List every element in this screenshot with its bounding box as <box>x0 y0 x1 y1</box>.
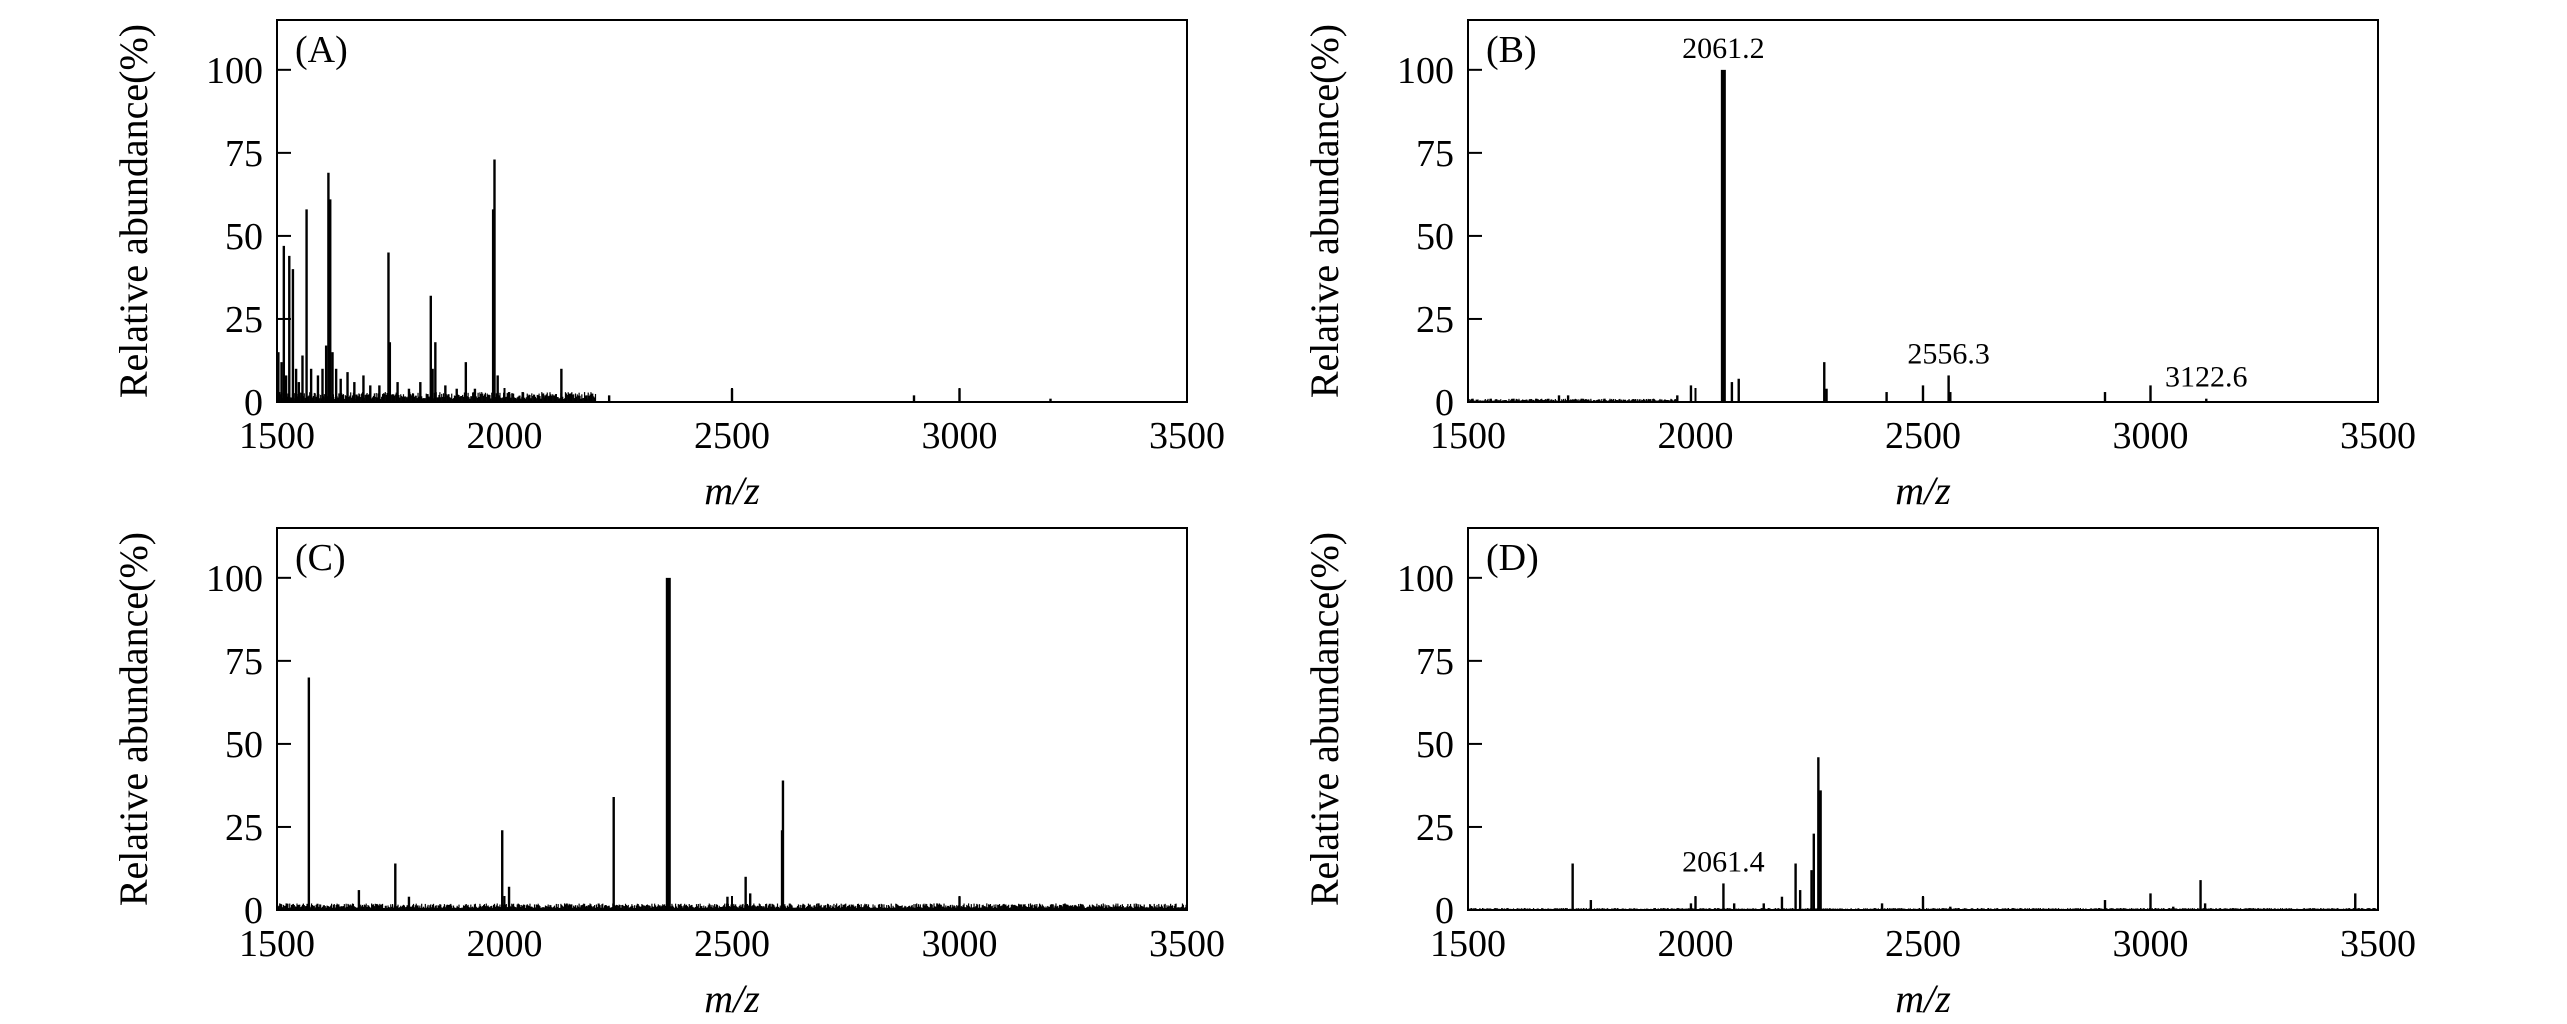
x-tick-label: 2000 <box>1658 415 1734 457</box>
panel-b: 0 25 50 75 100 1500 2000 2500 3000 3500 Relative a… <box>1302 19 2416 513</box>
y-tick-label: 100 <box>1397 50 1454 92</box>
y-tick-label: 25 <box>1416 807 1454 849</box>
y-tick-label: 25 <box>225 807 263 849</box>
peak-label: 3122.6 <box>2165 361 2248 394</box>
peak-label: 2061.4 <box>1682 845 1765 878</box>
peaks <box>277 159 1052 402</box>
x-tick-label: 3000 <box>922 923 998 965</box>
y-tick-label: 25 <box>225 299 263 341</box>
y-tick-label: 0 <box>244 890 263 932</box>
x-tick-label: 2500 <box>694 415 770 457</box>
x-tick-label: 3000 <box>922 415 998 457</box>
panel-label: (B) <box>1486 29 1537 71</box>
y-tick-label: 0 <box>1435 890 1454 932</box>
x-tick-label: 3000 <box>2113 923 2189 965</box>
y-tick-label: 50 <box>225 724 263 766</box>
x-tick-label: 1500 <box>1430 923 1506 965</box>
y-axis-label: Relative abundance(%) <box>1302 24 1347 398</box>
y-tick-label: 25 <box>1416 299 1454 341</box>
x-tick-label: 2000 <box>467 923 543 965</box>
y-tick-label: 75 <box>225 133 263 175</box>
peaks <box>307 577 961 910</box>
x-tick-label: 2500 <box>1885 415 1961 457</box>
y-tick-label: 100 <box>1397 558 1454 600</box>
x-tick-label: 3500 <box>2340 415 2416 457</box>
x-tick-label: 1500 <box>1430 415 1506 457</box>
baseline-noise <box>1467 398 1678 402</box>
y-axis-label: Relative abundance(%) <box>111 24 156 398</box>
plot-frame <box>276 19 1188 403</box>
x-tick-label: 2500 <box>1885 923 1961 965</box>
panel-label: (C) <box>295 537 346 579</box>
x-tick-label: 2500 <box>694 923 770 965</box>
peak-label: 2556.3 <box>1907 337 1990 370</box>
y-tick-label: 50 <box>1416 216 1454 258</box>
y-tick-label: 100 <box>206 50 263 92</box>
x-axis-label: m/z <box>704 468 760 513</box>
x-tick-label: 3000 <box>2113 415 2189 457</box>
x-axis-label: m/z <box>1895 976 1951 1021</box>
y-tick-label: 50 <box>225 216 263 258</box>
x-axis-label: m/z <box>1895 468 1951 513</box>
peaks <box>1571 757 2357 910</box>
peak-label: 2061.2 <box>1682 32 1765 65</box>
x-tick-label: 3500 <box>1149 415 1225 457</box>
x-tick-label: 3500 <box>1149 923 1225 965</box>
x-tick-label: 2000 <box>467 415 543 457</box>
x-tick-label: 2000 <box>1658 923 1734 965</box>
panel-label: (A) <box>295 29 348 71</box>
y-tick-label: 100 <box>206 558 263 600</box>
plot-frame <box>1467 527 2379 911</box>
x-tick-label: 3500 <box>2340 923 2416 965</box>
y-axis-label: Relative abundance(%) <box>111 532 156 906</box>
panel-label: (D) <box>1486 537 1539 579</box>
y-tick-label: 0 <box>1435 382 1454 424</box>
y-axis-label: Relative abundance(%) <box>1302 532 1347 906</box>
x-tick-label: 1500 <box>239 415 315 457</box>
panel-d: 0 25 50 75 100 1500 2000 2500 3000 3500 Relative a… <box>1302 527 2416 1021</box>
y-tick-label: 75 <box>1416 133 1454 175</box>
y-tick-label: 0 <box>244 382 263 424</box>
baseline-noise <box>276 903 1188 910</box>
x-axis-label: m/z <box>704 976 760 1021</box>
peaks <box>1471 69 2208 402</box>
plot-frame <box>276 527 1188 911</box>
x-tick-label: 1500 <box>239 923 315 965</box>
panel-a: 0 25 50 75 100 1500 2000 2500 3000 3500 Relative a… <box>111 19 1225 513</box>
y-tick-label: 75 <box>225 641 263 683</box>
y-tick-label: 50 <box>1416 724 1454 766</box>
panel-c: 0 25 50 75 100 1500 2000 2500 3000 3500 Relative a… <box>111 527 1225 1021</box>
y-tick-label: 75 <box>1416 641 1454 683</box>
